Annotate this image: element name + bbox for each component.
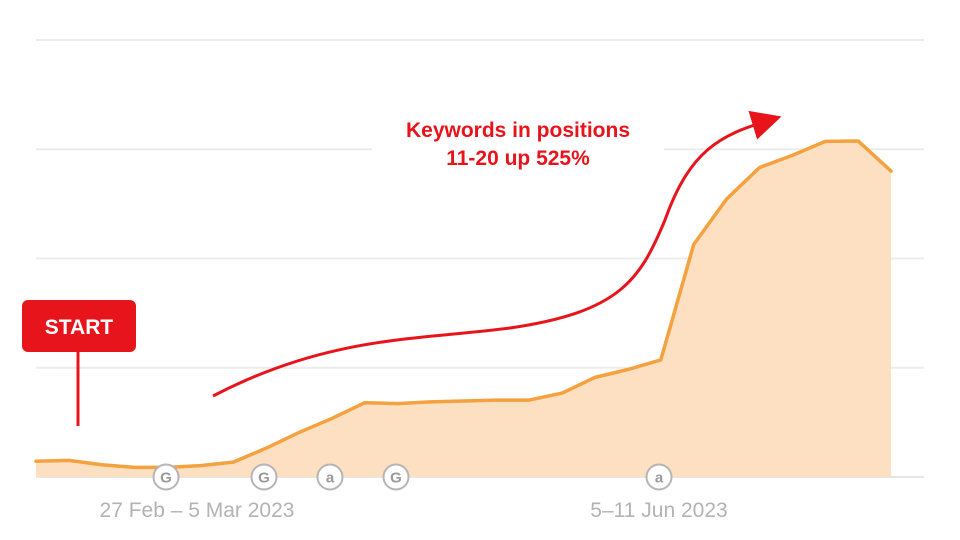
start-label: START (45, 316, 114, 339)
marker-circle-icon (152, 463, 180, 491)
marker-circle-icon (250, 463, 278, 491)
data-point[interactable] (528, 398, 531, 402)
area-series (34, 139, 893, 477)
google-update-marker[interactable]: G (250, 463, 278, 491)
data-point[interactable] (593, 376, 597, 379)
marker-circle-icon (316, 463, 344, 491)
data-point[interactable] (199, 464, 202, 467)
google-update-marker[interactable]: G (152, 463, 180, 491)
data-point[interactable] (232, 460, 235, 464)
data-point[interactable] (791, 154, 794, 157)
data-point[interactable] (34, 460, 38, 463)
data-point[interactable] (626, 368, 630, 371)
data-point[interactable] (659, 358, 663, 362)
data-point[interactable] (330, 417, 334, 420)
data-point[interactable] (264, 446, 268, 450)
ahrefs-update-marker[interactable]: a (316, 463, 344, 491)
marker-glyph: G (258, 470, 270, 487)
data-point[interactable] (560, 391, 564, 395)
headline-line-2: 11-20 up 525% (446, 147, 590, 170)
marker-glyph: a (655, 470, 664, 487)
headline-backdrop (372, 110, 664, 180)
data-point[interactable] (396, 402, 399, 405)
data-point[interactable] (100, 463, 103, 466)
data-point[interactable] (856, 139, 860, 143)
start-flag (22, 300, 136, 352)
x-axis-labels: 27 Feb – 5 Mar 2023 5–11 Jun 2023 (100, 499, 728, 522)
x-tick-label: 27 Feb – 5 Mar 2023 (100, 499, 295, 522)
area-fill (36, 140, 891, 477)
data-point[interactable] (725, 197, 728, 201)
data-point[interactable] (495, 398, 498, 402)
ahrefs-update-marker[interactable]: a (645, 463, 673, 491)
marker-circle-icon (645, 463, 673, 491)
data-point[interactable] (462, 399, 465, 403)
data-point[interactable] (758, 166, 761, 169)
data-point[interactable] (889, 169, 893, 173)
marker-glyph: G (160, 470, 172, 487)
data-point[interactable] (297, 431, 301, 434)
data-point[interactable] (692, 243, 695, 246)
marker-circle-icon (382, 463, 410, 491)
data-point[interactable] (824, 140, 827, 143)
data-point[interactable] (429, 400, 432, 404)
marker-glyph: G (390, 470, 402, 487)
data-point[interactable] (363, 401, 367, 404)
headline-line-1: Keywords in positions (406, 119, 630, 142)
growth-arrow (212, 110, 782, 398)
marker-glyph: a (326, 470, 335, 487)
google-update-marker[interactable]: G (382, 463, 410, 491)
data-point[interactable] (133, 466, 136, 469)
data-point[interactable] (67, 459, 71, 462)
x-tick-label: 5–11 Jun 2023 (590, 499, 727, 522)
